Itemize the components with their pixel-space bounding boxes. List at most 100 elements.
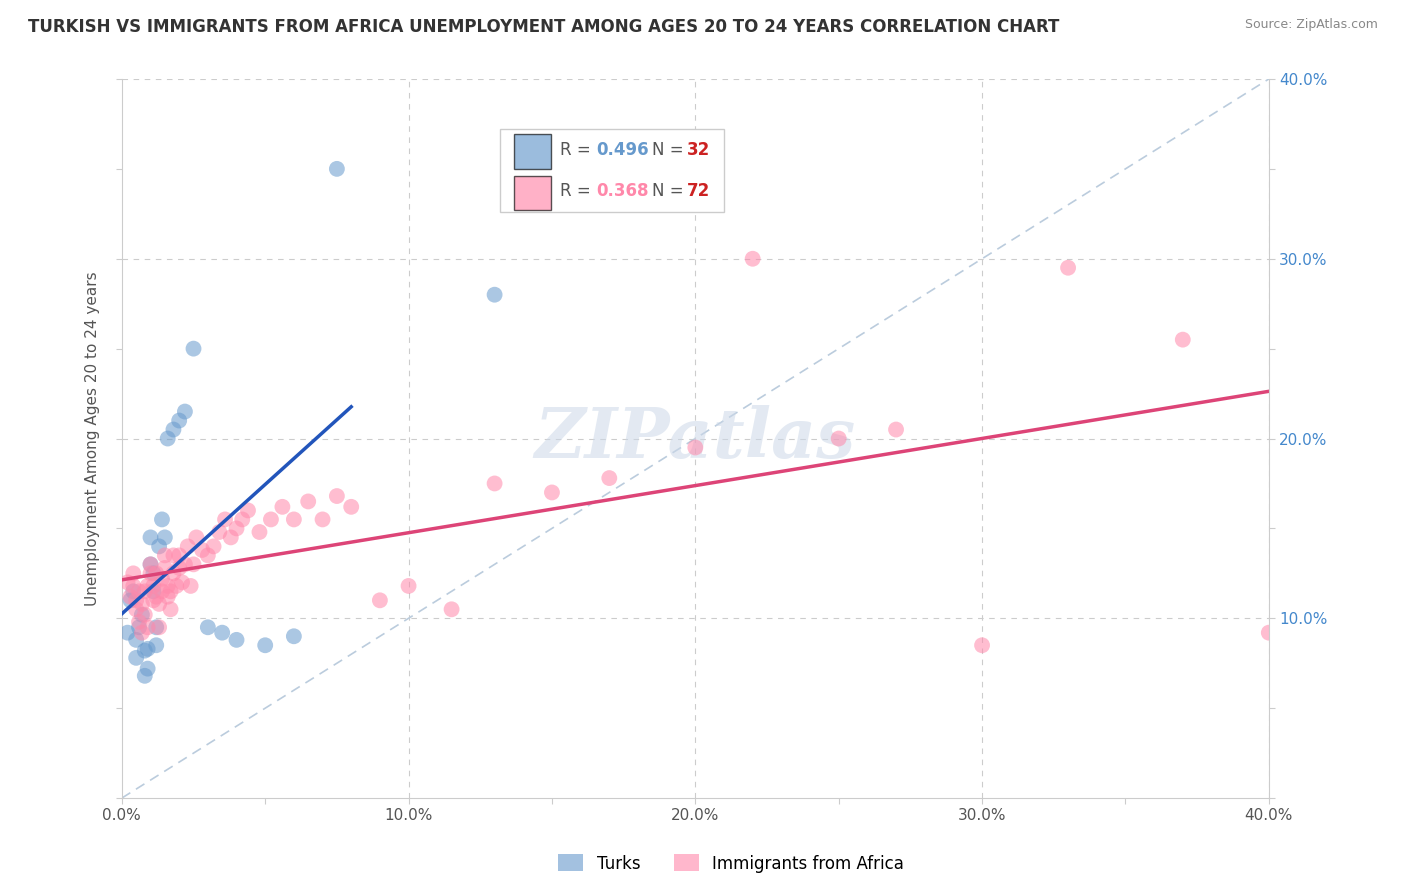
Point — [120, 593, 142, 607]
Point — [183, 558, 205, 572]
Point — [598, 471, 620, 485]
Text: 0.368: 0.368 — [596, 182, 650, 201]
Point — [254, 638, 277, 652]
Point — [225, 521, 247, 535]
Point — [148, 540, 170, 554]
FancyBboxPatch shape — [515, 134, 551, 169]
Point — [156, 579, 179, 593]
Text: 0.496: 0.496 — [596, 141, 650, 159]
Point — [142, 584, 165, 599]
Text: Source: ZipAtlas.com: Source: ZipAtlas.com — [1244, 18, 1378, 31]
Point — [145, 638, 167, 652]
Point — [128, 620, 150, 634]
Point — [884, 423, 907, 437]
Point — [156, 590, 179, 604]
Point — [211, 625, 233, 640]
Point — [174, 404, 197, 418]
Point — [177, 540, 200, 554]
Point — [139, 566, 162, 581]
Point — [122, 584, 145, 599]
Point — [440, 602, 463, 616]
Point — [117, 575, 139, 590]
Point — [297, 494, 319, 508]
Point — [249, 524, 271, 539]
Point — [685, 441, 707, 455]
Point — [142, 566, 165, 581]
Point — [741, 252, 763, 266]
Point — [136, 620, 159, 634]
Point — [398, 579, 420, 593]
Point — [145, 590, 167, 604]
Point — [828, 432, 851, 446]
Point — [541, 485, 564, 500]
Point — [136, 579, 159, 593]
Text: R =: R = — [560, 182, 596, 201]
Point — [197, 549, 219, 563]
Point — [136, 662, 159, 676]
Point — [183, 342, 205, 356]
Point — [145, 620, 167, 634]
Point — [134, 607, 156, 622]
Point — [340, 500, 363, 514]
Point — [271, 500, 294, 514]
Point — [208, 524, 231, 539]
Point — [117, 625, 139, 640]
Point — [311, 512, 333, 526]
Point — [484, 287, 506, 301]
Text: ZIPatlas: ZIPatlas — [534, 405, 856, 472]
Point — [139, 558, 162, 572]
Point — [122, 579, 145, 593]
FancyBboxPatch shape — [515, 176, 551, 211]
Point — [162, 423, 184, 437]
Point — [1057, 260, 1080, 275]
Point — [131, 597, 153, 611]
Point — [170, 575, 193, 590]
Legend: Turks, Immigrants from Africa: Turks, Immigrants from Africa — [551, 847, 911, 880]
Point — [162, 566, 184, 581]
Point — [167, 549, 190, 563]
Point — [165, 579, 187, 593]
Point — [131, 625, 153, 640]
Point — [148, 620, 170, 634]
Point — [142, 579, 165, 593]
Point — [139, 530, 162, 544]
Point — [368, 593, 391, 607]
Point — [1171, 333, 1194, 347]
Point — [145, 566, 167, 581]
Point — [128, 584, 150, 599]
Point — [236, 503, 259, 517]
Point — [186, 530, 208, 544]
Text: TURKISH VS IMMIGRANTS FROM AFRICA UNEMPLOYMENT AMONG AGES 20 TO 24 YEARS CORRELA: TURKISH VS IMMIGRANTS FROM AFRICA UNEMPL… — [28, 18, 1060, 36]
Point — [125, 650, 148, 665]
Point — [153, 530, 176, 544]
Point — [202, 540, 225, 554]
Point — [128, 615, 150, 629]
Point — [159, 584, 181, 599]
Point — [131, 607, 153, 622]
Point — [260, 512, 283, 526]
Point — [148, 597, 170, 611]
Point — [120, 590, 142, 604]
Point — [125, 593, 148, 607]
Point — [150, 572, 173, 586]
Point — [214, 512, 236, 526]
Point — [225, 632, 247, 647]
Y-axis label: Unemployment Among Ages 20 to 24 years: Unemployment Among Ages 20 to 24 years — [86, 271, 100, 606]
Point — [484, 476, 506, 491]
Text: 72: 72 — [688, 182, 710, 201]
Point — [1257, 625, 1279, 640]
Point — [122, 566, 145, 581]
Point — [134, 643, 156, 657]
Point — [180, 579, 202, 593]
Text: N =: N = — [652, 182, 689, 201]
Point — [970, 638, 993, 652]
Point — [125, 632, 148, 647]
Point — [167, 561, 190, 575]
Point — [326, 161, 349, 176]
Point — [134, 669, 156, 683]
Point — [139, 558, 162, 572]
Text: N =: N = — [652, 141, 689, 159]
Point — [197, 620, 219, 634]
Point — [134, 584, 156, 599]
FancyBboxPatch shape — [501, 129, 724, 212]
